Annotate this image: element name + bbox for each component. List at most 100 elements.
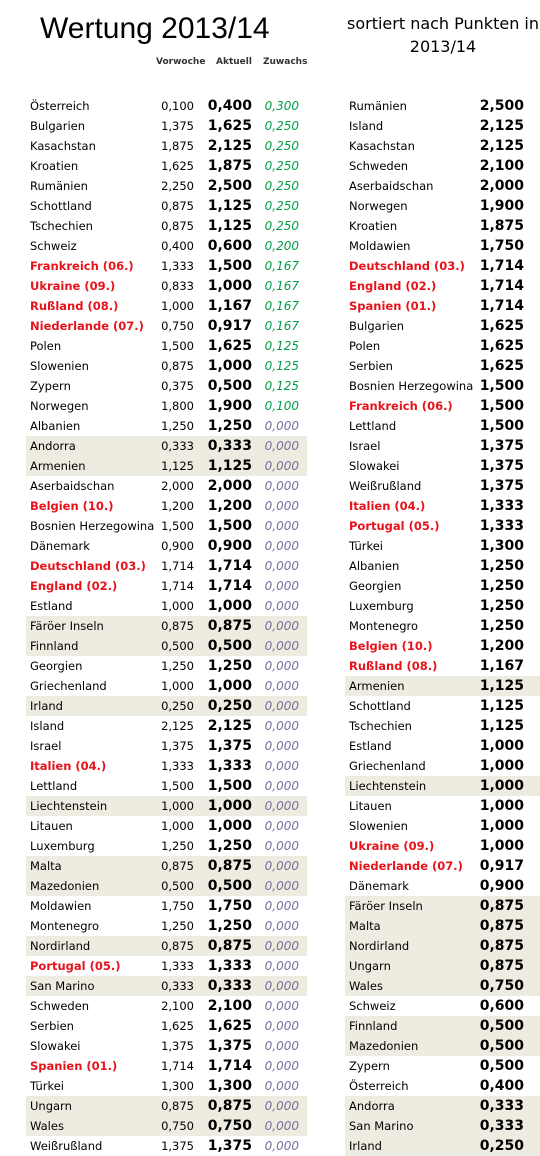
aktuell-value: 1,125 [479, 718, 524, 734]
country-name: Österreich [349, 1079, 409, 1093]
zuwachs-value: 0,000 [264, 1079, 299, 1093]
country-name: Italien (04.) [30, 759, 107, 773]
country-name: Litauen [30, 819, 73, 833]
country-name: Israel [349, 439, 381, 453]
country-name: Bosnien Herzegowina [30, 519, 155, 533]
country-name: Slowenien [30, 359, 89, 373]
column-header: Zuwachs [263, 57, 308, 67]
country-name: Israel [30, 739, 62, 753]
vorwoche-value: 0,500 [161, 639, 194, 653]
aktuell-value: 0,750 [207, 1118, 252, 1134]
country-name: Schottland [349, 699, 411, 713]
country-name: Bosnien Herzegowina [349, 379, 474, 393]
zuwachs-value: 0,000 [264, 819, 299, 833]
aktuell-value: 0,875 [479, 898, 524, 914]
vorwoche-value: 0,400 [161, 239, 194, 253]
country-name: Türkei [30, 1079, 64, 1093]
aktuell-value: 0,400 [479, 1078, 524, 1094]
zuwachs-value: 0,000 [264, 779, 299, 793]
vorwoche-value: 1,250 [161, 419, 194, 433]
aktuell-value: 1,000 [479, 758, 524, 774]
row-shading [345, 1116, 540, 1136]
zuwachs-value: 0,000 [264, 619, 299, 633]
zuwachs-value: 0,200 [264, 239, 299, 253]
country-name: Ungarn [30, 1099, 72, 1113]
zuwachs-value: 0,000 [264, 679, 299, 693]
country-name: Malta [30, 859, 62, 873]
aktuell-value: 0,500 [207, 378, 252, 394]
country-name: Luxemburg [349, 599, 414, 613]
vorwoche-value: 0,375 [161, 379, 194, 393]
aktuell-value: 0,333 [479, 1098, 524, 1114]
aktuell-value: 1,375 [207, 738, 252, 754]
aktuell-value: 1,000 [207, 278, 252, 294]
zuwachs-value: 0,000 [264, 459, 299, 473]
country-name: Türkei [349, 539, 383, 553]
column-header: Vorwoche [156, 57, 206, 67]
country-name: Schweiz [30, 239, 77, 253]
vorwoche-value: 1,375 [161, 119, 194, 133]
country-name: Schweiz [349, 999, 396, 1013]
vorwoche-value: 0,875 [161, 939, 194, 953]
aktuell-value: 2,125 [207, 138, 252, 154]
country-name: Slowakei [349, 459, 400, 473]
row-shading [345, 1036, 540, 1056]
aktuell-value: 0,250 [207, 698, 252, 714]
country-name: Mazedonien [349, 1039, 419, 1053]
country-name: Montenegro [349, 619, 419, 633]
zuwachs-value: 0,000 [264, 939, 299, 953]
aktuell-value: 1,200 [479, 638, 524, 654]
country-name: Albanien [349, 559, 400, 573]
aktuell-value: 1,375 [479, 478, 524, 494]
vorwoche-value: 0,875 [161, 859, 194, 873]
vorwoche-value: 1,250 [161, 839, 194, 853]
zuwachs-value: 0,000 [264, 839, 299, 853]
aktuell-value: 1,300 [479, 538, 524, 554]
aktuell-value: 1,333 [207, 758, 252, 774]
aktuell-value: 1,625 [479, 338, 524, 354]
vorwoche-value: 1,000 [161, 819, 194, 833]
column-header: Aktuell [216, 57, 252, 67]
country-name: Aserbaidschan [349, 179, 434, 193]
aktuell-value: 1,125 [207, 218, 252, 234]
country-name: Wales [30, 1119, 64, 1133]
row-shading [345, 976, 540, 996]
country-name: Liechtenstein [30, 799, 108, 813]
aktuell-value: 1,375 [479, 438, 524, 454]
vorwoche-value: 0,833 [161, 279, 194, 293]
vorwoche-value: 1,500 [161, 519, 194, 533]
zuwachs-value: 0,000 [264, 859, 299, 873]
row-shading [345, 1096, 540, 1116]
vorwoche-value: 1,875 [161, 139, 194, 153]
vorwoche-value: 1,750 [161, 899, 194, 913]
country-name: Bulgarien [30, 119, 86, 133]
aktuell-value: 1,714 [479, 258, 524, 274]
aktuell-value: 1,000 [207, 678, 252, 694]
country-name: Slowakei [30, 1039, 81, 1053]
aktuell-value: 1,714 [207, 558, 252, 574]
aktuell-value: 0,333 [479, 1118, 524, 1134]
aktuell-value: 0,917 [207, 318, 252, 334]
row-shading [26, 936, 307, 956]
vorwoche-value: 1,375 [161, 1139, 194, 1153]
country-name: Nordirland [30, 939, 91, 953]
aktuell-value: 1,250 [479, 558, 524, 574]
aktuell-value: 1,333 [207, 958, 252, 974]
country-name: Griechenland [349, 759, 426, 773]
vorwoche-value: 0,875 [161, 199, 194, 213]
zuwachs-value: 0,000 [264, 1039, 299, 1053]
vorwoche-value: 1,333 [161, 259, 194, 273]
zuwachs-value: 0,250 [264, 219, 299, 233]
country-name: Spanien (01.) [30, 1059, 118, 1073]
country-name: Schweden [349, 159, 409, 173]
zuwachs-value: 0,167 [264, 319, 299, 333]
country-name: Portugal (05.) [349, 519, 440, 533]
zuwachs-value: 0,000 [264, 479, 299, 493]
zuwachs-value: 0,000 [264, 919, 299, 933]
vorwoche-value: 0,750 [161, 1119, 194, 1133]
aktuell-value: 1,714 [207, 578, 252, 594]
row-shading [345, 676, 540, 696]
aktuell-value: 2,100 [207, 998, 252, 1014]
country-name: Tschechien [30, 219, 93, 233]
vorwoche-value: 0,900 [161, 539, 194, 553]
